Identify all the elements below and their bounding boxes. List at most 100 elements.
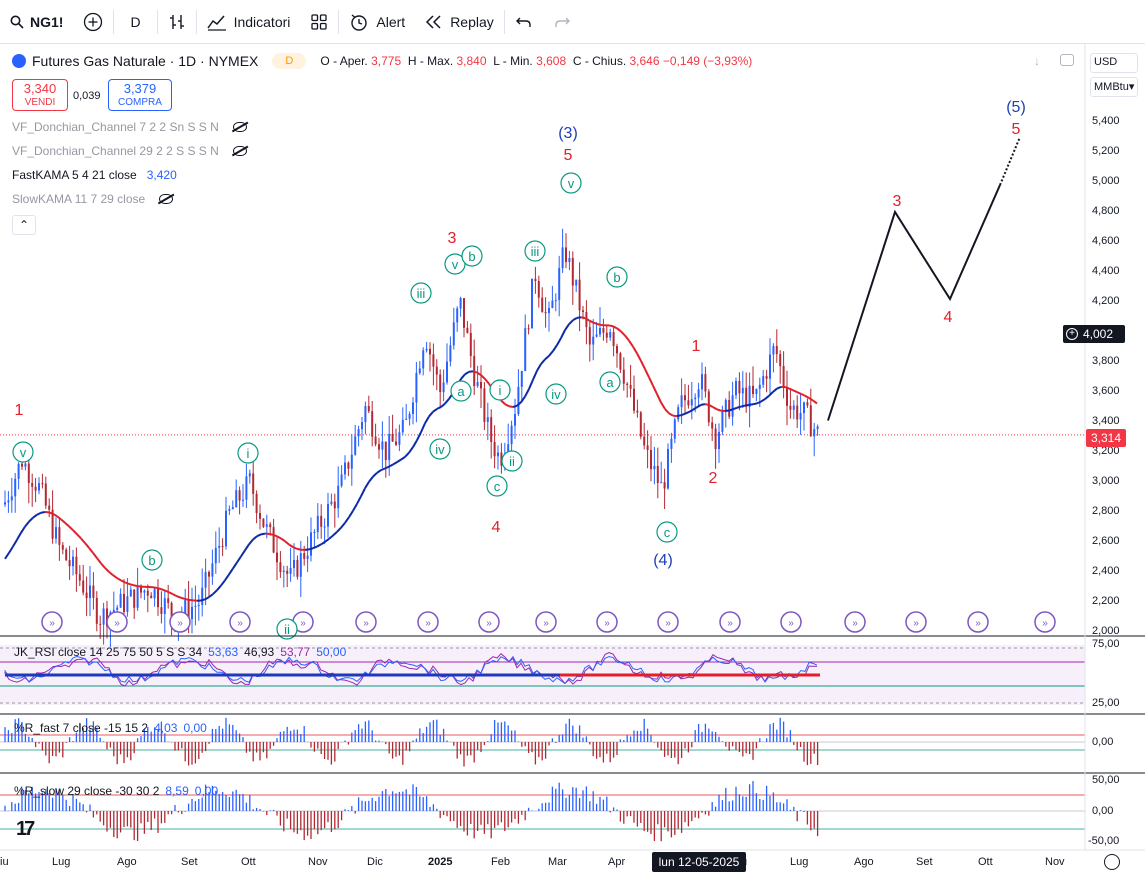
wave-minor-label: a (457, 384, 465, 399)
candle-body (116, 607, 119, 610)
candle-body (4, 502, 6, 505)
price-tick: 5,400 (1092, 115, 1120, 127)
candle-body (609, 332, 612, 338)
wave-minor-label: b (148, 553, 155, 568)
kama-segment (304, 548, 310, 551)
candle-body (123, 593, 125, 612)
chart-type-button[interactable] (158, 0, 196, 44)
r-slow-tick: 50,00 (1092, 774, 1120, 786)
redo-icon (555, 17, 570, 27)
alert-button[interactable]: Alert (339, 0, 415, 44)
kama-segment (744, 403, 750, 407)
time-tick: Ott (978, 856, 993, 868)
candle-body (571, 257, 574, 286)
top-toolbar: NG1! D Indicatori Alert Replay (0, 0, 1145, 44)
kama-segment (644, 368, 650, 378)
candle-body (486, 417, 489, 422)
kama-segment (80, 537, 86, 544)
kama-segment (784, 386, 790, 390)
toolbar-divider (338, 9, 340, 34)
candle-body (395, 441, 397, 445)
kama-segment (620, 330, 626, 337)
candle-body (221, 545, 224, 547)
kama-segment (328, 534, 334, 540)
collapse-legend-button[interactable]: ⌃ (12, 215, 36, 235)
kama-segment (224, 573, 230, 581)
kama-segment (716, 408, 722, 412)
currency-select[interactable]: USD (1090, 53, 1138, 73)
event-icon (478, 611, 500, 633)
plus-icon[interactable]: + (1066, 328, 1078, 340)
kama-segment (664, 408, 670, 415)
candle-body (55, 527, 57, 539)
candle-body (439, 374, 442, 393)
candle-body (245, 476, 248, 500)
eye-off-icon[interactable] (232, 146, 247, 156)
replay-button[interactable]: Replay (415, 0, 504, 44)
unit-select[interactable]: MMBtu▾ (1090, 77, 1138, 97)
wave-minor-label: iii (531, 244, 540, 259)
kama-segment (616, 327, 622, 333)
interval-button[interactable]: D (114, 0, 156, 44)
layouts-button[interactable] (300, 0, 338, 44)
wave-minor-label: ii (284, 622, 290, 637)
settings-gear-icon[interactable] (1104, 854, 1120, 870)
chart-container[interactable]: »»»»»»»»»»»»»»»»» (3) (4) (5) 1 3 4 5 1 2 3 4 5 v i ii… (0, 44, 1145, 875)
kama-segment (236, 555, 242, 563)
eye-off-icon[interactable] (159, 194, 174, 204)
event-icon-glyph: » (913, 618, 919, 629)
kama-segment (432, 408, 438, 413)
candle-body (531, 278, 533, 329)
indicators-button[interactable]: Indicatori (197, 0, 301, 44)
candle-body (517, 386, 520, 415)
candle-body (106, 608, 108, 627)
kama-segment (132, 584, 138, 587)
legend-collapse-icon[interactable]: ↓ (1034, 54, 1040, 68)
close-value: 3,646 (629, 54, 660, 68)
kama-segment (136, 585, 142, 588)
wave-degree-label: (3) (558, 125, 578, 142)
redo-button[interactable] (543, 0, 581, 44)
buy-button[interactable]: 3,379 COMPRA (108, 79, 172, 111)
indicator-row[interactable]: VF_Donchian_Channel 29 2 2 S S S N (12, 144, 247, 158)
time-tick: Lug (52, 856, 71, 868)
kama-segment (580, 316, 586, 320)
wave-circle (461, 245, 483, 267)
time-tick: Ago (854, 856, 874, 868)
r-slow-pane (0, 781, 1085, 842)
candle-body (548, 307, 550, 314)
indicator-row[interactable]: VF_Donchian_Channel 7 2 2 Sn S S N (12, 120, 247, 134)
candle-body (616, 346, 618, 354)
candle-body (75, 556, 78, 575)
alarm-clock-icon (351, 13, 368, 31)
kama-segment (420, 422, 426, 433)
indicator-row[interactable]: SlowKAMA 11 7 29 close (12, 192, 174, 206)
candle-body (466, 327, 469, 333)
sell-button[interactable]: 3,340 VENDI (12, 79, 68, 111)
candle-body (150, 595, 153, 599)
indicator-row[interactable]: FastKAMA 5 4 21 close 3,420 (12, 168, 177, 182)
eye-off-icon[interactable] (232, 122, 247, 132)
candle-body (378, 444, 380, 450)
candle-body (697, 389, 700, 398)
rsi-tick: 75,00 (1092, 638, 1120, 650)
close-label: C - Chius. (572, 54, 627, 68)
compare-button[interactable] (73, 0, 113, 44)
undo-button[interactable] (505, 0, 543, 44)
candle-body (398, 432, 401, 445)
candle-body (646, 445, 649, 450)
kama-segment (504, 403, 510, 408)
kama-segment (568, 319, 574, 325)
event-icon (417, 611, 439, 633)
event-icon (169, 611, 191, 633)
symbol-search[interactable]: NG1! (0, 0, 73, 44)
candles (4, 228, 819, 647)
candle-body (456, 308, 459, 323)
low-label: L - Min. (493, 54, 533, 68)
wave-circle (444, 253, 466, 275)
kama-segment (812, 399, 818, 405)
fullscreen-icon[interactable] (1060, 54, 1074, 66)
tradingview-logo[interactable]: 17 (16, 818, 35, 840)
kama-segment (592, 321, 598, 325)
